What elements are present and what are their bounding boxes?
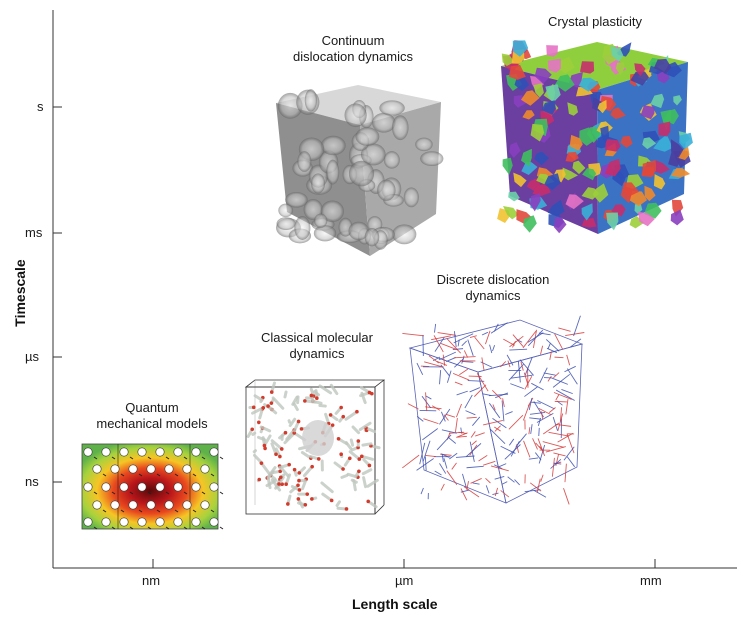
label-cdd-line1: Continuum — [268, 33, 438, 49]
quantum-model-image — [82, 444, 223, 529]
label-cp: Crystal plasticity — [520, 14, 670, 30]
x-axis — [53, 559, 737, 568]
md-model-image — [246, 380, 384, 514]
label-quantum-line2: mechanical models — [80, 416, 224, 432]
y-axis-title: Timescale — [12, 253, 28, 333]
y-tick-label-s: s — [37, 99, 44, 114]
y-tick-label-ns: ns — [25, 474, 39, 489]
cdd-model-image — [276, 85, 443, 256]
x-axis-title: Length scale — [352, 596, 438, 612]
y-tick-label-us: µs — [25, 349, 39, 364]
label-cdd-line2: dislocation dynamics — [268, 49, 438, 65]
label-cp-line1: Crystal plasticity — [520, 14, 670, 30]
x-tick-label-mm: mm — [640, 573, 662, 588]
label-cdd: Continuum dislocation dynamics — [268, 33, 438, 65]
x-tick-label-nm: nm — [142, 573, 160, 588]
cp-model-image — [497, 40, 693, 234]
label-ddd: Discrete dislocation dynamics — [418, 272, 568, 304]
label-md-line2: dynamics — [242, 346, 392, 362]
y-tick-label-ms: ms — [25, 225, 42, 240]
label-quantum-line1: Quantum — [80, 400, 224, 416]
ddd-model-image — [402, 316, 584, 505]
label-md-line1: Classical molecular — [242, 330, 392, 346]
label-quantum: Quantum mechanical models — [80, 400, 224, 432]
label-md: Classical molecular dynamics — [242, 330, 392, 362]
label-ddd-line1: Discrete dislocation — [418, 272, 568, 288]
x-tick-label-um: µm — [395, 573, 413, 588]
y-axis — [53, 10, 62, 568]
label-ddd-line2: dynamics — [418, 288, 568, 304]
